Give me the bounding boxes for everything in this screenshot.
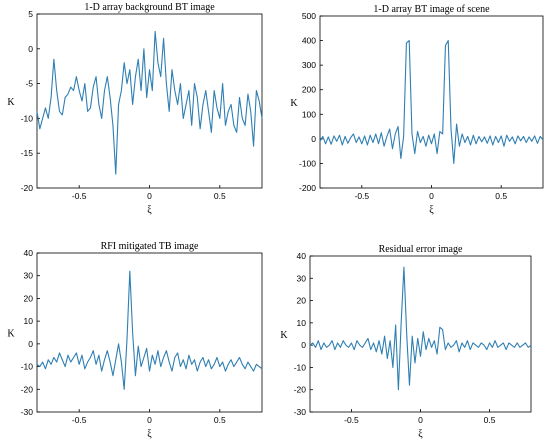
plot-area-frame: [36, 13, 263, 189]
y-axis-label: K: [7, 97, 15, 108]
y-tick-label: 300: [302, 60, 316, 70]
x-tick-label: -0.5: [344, 415, 359, 425]
y-tick-label: -10: [21, 113, 34, 123]
x-tick-label: 0.5: [214, 191, 226, 201]
x-tick-label: 0.5: [484, 415, 496, 425]
y-axis-label: K: [280, 330, 288, 341]
x-tick-label: 0: [418, 415, 423, 425]
x-axis-label: ξ: [418, 429, 423, 440]
series-line: [36, 30, 263, 175]
y-tick-label: -10: [21, 362, 34, 372]
x-tick-label: -0.5: [354, 191, 369, 201]
chart-panel-3: RFI mitigated TB image -30 -20 -10 0 10 20 30 40…: [7, 241, 263, 440]
y-tick-label: 0: [311, 134, 316, 144]
chart-panel-4: Residual error image -30 -20 -10 0 10 20 30 40 -0…: [280, 244, 532, 440]
y-tick-label: 40: [297, 251, 307, 261]
y-tick-label: 20: [297, 296, 307, 306]
y-tick-label: -20: [21, 384, 34, 394]
y-tick-label: 5: [28, 9, 33, 19]
y-tick-label: -15: [21, 148, 34, 158]
series-line: [36, 270, 263, 390]
chart-panel-2: 1-D array BT image of scene -200 -100 0 100 2…: [290, 4, 544, 216]
y-tick-label: 30: [24, 271, 34, 281]
plot-area-frame: [309, 255, 532, 413]
y-tick-label: -10: [294, 362, 307, 372]
x-axis-label: ξ: [429, 205, 434, 216]
x-axis-label: ξ: [147, 429, 152, 440]
x-tick-label: -0.5: [72, 415, 87, 425]
y-tick-label: 10: [24, 316, 34, 326]
chart-panel-1: 1-D array background BT image -20 -15 -10 -5…: [7, 2, 263, 216]
series-line: [309, 266, 532, 391]
x-tick-label: 0.5: [214, 415, 226, 425]
x-tick-label: 0: [147, 415, 152, 425]
y-tick-label: -20: [21, 183, 34, 193]
chart-title: Residual error image: [379, 244, 463, 255]
chart-title: RFI mitigated TB image: [101, 241, 199, 252]
y-tick-label: 100: [302, 109, 316, 119]
y-tick-label: 10: [297, 318, 307, 328]
x-tick-label: -0.5: [72, 191, 87, 201]
chart-title: 1-D array background BT image: [84, 2, 215, 13]
y-tick-label: 40: [24, 248, 34, 258]
y-tick-label: -5: [25, 79, 33, 89]
x-tick-label: 0: [429, 191, 434, 201]
y-tick-label: -100: [299, 158, 316, 168]
y-tick-label: 30: [297, 273, 307, 283]
y-tick-label: 0: [28, 44, 33, 54]
y-tick-label: 400: [302, 36, 316, 46]
y-tick-label: 0: [28, 339, 33, 349]
y-axis-label: K: [7, 329, 15, 340]
y-tick-label: -20: [294, 385, 307, 395]
chart-title: 1-D array BT image of scene: [373, 4, 490, 15]
y-tick-label: -30: [294, 407, 307, 417]
plot-area-frame: [36, 252, 263, 413]
y-axis-label: K: [290, 98, 298, 109]
y-tick-label: 0: [301, 340, 306, 350]
y-tick-label: -30: [21, 407, 34, 417]
y-tick-label: 20: [24, 293, 34, 303]
y-tick-label: 500: [302, 11, 316, 21]
y-tick-label: 200: [302, 85, 316, 95]
x-tick-label: 0.5: [495, 191, 507, 201]
plot-area-frame: [319, 15, 544, 189]
series-line: [319, 40, 544, 164]
y-tick-label: -200: [299, 183, 316, 193]
x-axis-label: ξ: [147, 205, 152, 216]
x-tick-label: 0: [147, 191, 152, 201]
